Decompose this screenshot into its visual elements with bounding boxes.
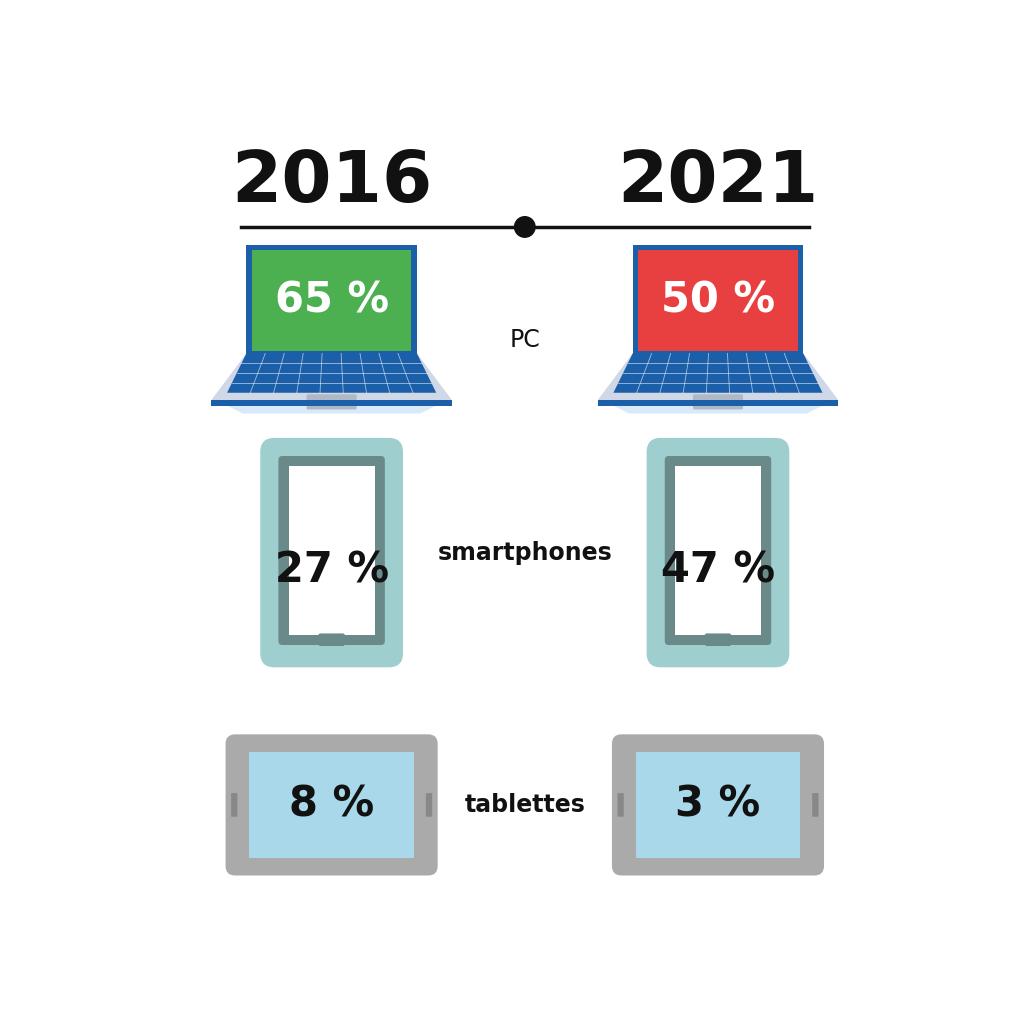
Circle shape xyxy=(514,217,536,238)
Text: smartphones: smartphones xyxy=(437,541,612,564)
FancyBboxPatch shape xyxy=(617,793,624,817)
FancyBboxPatch shape xyxy=(279,456,385,645)
FancyBboxPatch shape xyxy=(426,793,432,817)
FancyBboxPatch shape xyxy=(705,634,731,646)
FancyBboxPatch shape xyxy=(260,438,403,668)
Text: 65 %: 65 % xyxy=(274,280,389,322)
Text: PC: PC xyxy=(509,328,541,351)
Polygon shape xyxy=(211,353,452,400)
FancyBboxPatch shape xyxy=(225,734,437,876)
Text: 27 %: 27 % xyxy=(274,550,389,592)
FancyBboxPatch shape xyxy=(693,394,743,410)
Polygon shape xyxy=(613,406,822,414)
Polygon shape xyxy=(227,406,436,414)
FancyBboxPatch shape xyxy=(675,466,761,635)
Text: 47 %: 47 % xyxy=(660,550,775,592)
FancyBboxPatch shape xyxy=(636,752,801,858)
FancyBboxPatch shape xyxy=(231,793,238,817)
Text: tablettes: tablettes xyxy=(464,793,586,817)
FancyBboxPatch shape xyxy=(252,251,412,351)
FancyBboxPatch shape xyxy=(612,734,824,876)
Polygon shape xyxy=(613,353,822,393)
Text: 2016: 2016 xyxy=(231,147,432,216)
FancyBboxPatch shape xyxy=(289,466,375,635)
Text: 8 %: 8 % xyxy=(289,784,374,826)
FancyBboxPatch shape xyxy=(665,456,771,645)
FancyBboxPatch shape xyxy=(306,394,356,410)
FancyBboxPatch shape xyxy=(812,793,818,817)
Polygon shape xyxy=(211,400,452,406)
FancyBboxPatch shape xyxy=(318,634,345,646)
Text: 3 %: 3 % xyxy=(676,784,761,826)
FancyBboxPatch shape xyxy=(247,245,417,356)
Polygon shape xyxy=(598,353,839,400)
FancyBboxPatch shape xyxy=(646,438,790,668)
FancyBboxPatch shape xyxy=(633,245,803,356)
FancyBboxPatch shape xyxy=(638,251,798,351)
Text: 50 %: 50 % xyxy=(660,280,775,322)
Text: 2021: 2021 xyxy=(617,147,818,216)
Polygon shape xyxy=(227,353,436,393)
FancyBboxPatch shape xyxy=(249,752,414,858)
Polygon shape xyxy=(598,400,839,406)
